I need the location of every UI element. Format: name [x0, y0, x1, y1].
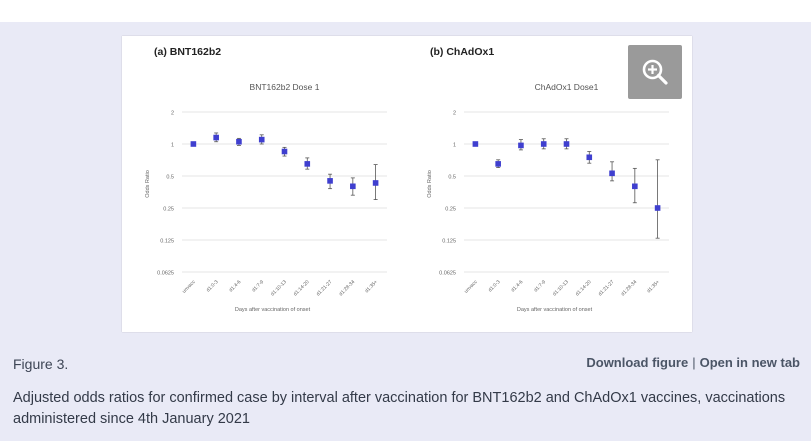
- chart-b-xtick-label: d1:21-27: [597, 279, 615, 297]
- chart-b-ytick-label: 2: [453, 111, 456, 117]
- figure-chart: (a) BNT162b2 BNT162b2 Dose 1 2 1 0.5 0.25 0.12…: [145, 46, 669, 313]
- figure-image[interactable]: (a) BNT162b2 BNT162b2 Dose 1 2 1 0.5 0.25 0.12…: [122, 36, 692, 332]
- chart-b-ytick-label: 0.125: [442, 239, 456, 245]
- chart-a-point: [213, 134, 219, 141]
- chart-a-ytick-label: 0.5: [166, 175, 174, 181]
- download-figure-link[interactable]: Download figure: [586, 355, 689, 370]
- chart-b-point: [632, 183, 638, 190]
- chart-b-point: [586, 154, 593, 161]
- chart-b-ytick-label: 0.0625: [439, 271, 456, 277]
- figure-panel: (a) BNT162b2 BNT162b2 Dose 1 2 1 0.5 0.25 0.12…: [0, 22, 811, 441]
- chart-b-xtick-label: d1:14-20: [574, 279, 592, 297]
- figure-label: Figure 3.: [13, 356, 69, 372]
- chart-a-xtick-label: d1:7-9: [251, 279, 265, 293]
- chart-a-xtick-label: d1:0-3: [205, 279, 219, 293]
- chart-a-ytick-label: 0.25: [163, 207, 174, 213]
- open-new-tab-link[interactable]: Open in new tab: [699, 355, 800, 370]
- chart-b-ylabel: Odds Ratio: [427, 170, 433, 198]
- chart-a-xtick-label: d1:4-6: [228, 279, 242, 293]
- chart-a-xtick-label: d1:14-20: [292, 279, 310, 297]
- chart-a-point: [372, 180, 379, 186]
- chart-a-xtick-label: unvacc: [181, 279, 197, 295]
- chart-b-point: [495, 161, 501, 167]
- chart-b-point: [518, 142, 524, 149]
- chart-a-ytick-label: 0.0625: [157, 271, 174, 277]
- chart-b-ytick-label: 0.25: [445, 207, 456, 213]
- chart-a-point: [281, 148, 288, 155]
- chart-a-xtick-label: d1:10-13: [270, 279, 288, 297]
- chart-a-point: [304, 161, 311, 167]
- chart-b-xtick-label: d1:0-3: [487, 279, 501, 293]
- chart-a-panel-label: (a) BNT162b2: [154, 46, 221, 58]
- chart-b-point: [563, 141, 570, 147]
- figure-caption: Adjusted odds ratios for confirmed case …: [13, 390, 786, 427]
- chart-a-ytick-label: 1: [171, 143, 174, 149]
- chart-a-xtick-label: d1:21-27: [315, 279, 333, 297]
- chart-b-title: ChAdOx1 Dose1: [535, 82, 599, 92]
- chart-b-point: [540, 141, 547, 147]
- chart-a-ylabel: Odds Ratio: [145, 170, 151, 198]
- chart-b-xlabel: Days after vaccination of onset: [517, 307, 593, 313]
- chart-b-ytick-label: 1: [453, 143, 456, 149]
- chart-b-panel-label: (b) ChAdOx1: [430, 46, 494, 58]
- chart-a-point: [258, 136, 265, 143]
- chart-b-xtick-label: d1:7-9: [533, 279, 547, 293]
- chart-a-point: [236, 138, 242, 145]
- chart-a-xtick-label: d1:35+: [364, 279, 379, 294]
- chart-a-point: [327, 178, 333, 184]
- figure-links: Download figure | Open in new tab: [586, 355, 800, 370]
- chart-a-point: [190, 141, 197, 147]
- chart-b-xtick-label: d1:10-13: [552, 279, 570, 297]
- chart-a-ytick-label: 2: [171, 111, 174, 117]
- chart-a-xtick-label: d1:28-34: [338, 279, 356, 297]
- zoom-button[interactable]: [628, 45, 682, 99]
- chart-a-title: BNT162b2 Dose 1: [250, 82, 320, 92]
- chart-b-point: [609, 170, 615, 177]
- chart-b-xtick-label: d1:4-6: [510, 279, 524, 293]
- chart-a-point: [350, 183, 356, 190]
- chart-b-ytick-label: 0.5: [448, 175, 456, 181]
- chart-b-xtick-label: unvacc: [463, 279, 479, 295]
- chart-b-xtick-label: d1:35+: [646, 279, 661, 294]
- link-separator: |: [692, 355, 696, 370]
- chart-b-xtick-label: d1:28-34: [620, 279, 638, 297]
- chart-a-xlabel: Days after vaccination of onset: [235, 307, 311, 313]
- chart-b-point: [654, 205, 661, 211]
- chart-b-point: [472, 141, 479, 147]
- chart-a-ytick-label: 0.125: [160, 239, 174, 245]
- zoom-in-icon: [642, 59, 668, 85]
